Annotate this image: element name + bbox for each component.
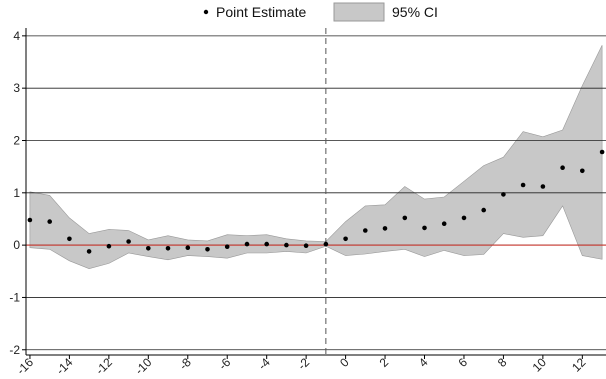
point-estimate [481,207,487,213]
legend-point-label: Point Estimate [216,4,306,20]
point-estimate [86,249,92,254]
point-estimate [422,225,427,231]
point-estimate [264,241,270,247]
point-estimate [165,246,171,251]
point-estimate [560,165,565,170]
x-tick-label--6: -6 [216,355,234,373]
x-tick-label-0: 0 [337,355,352,370]
point-estimate [343,236,348,242]
point-estimate [461,215,467,221]
y-tick-label-4: 4 [13,29,20,43]
point-estimate [224,244,230,249]
point-estimate [185,245,191,250]
point-estimate [382,226,388,231]
x-tick-label--10: -10 [132,355,154,377]
legend: Point Estimate 95% CI [203,2,438,22]
point-estimate [599,149,605,155]
point-estimate [106,243,112,249]
x-tick-label--8: -8 [176,355,194,373]
point-estimate [540,184,546,189]
point-estimate [402,215,408,221]
y-tick-label--1: -1 [9,290,20,304]
legend-ci-label: 95% CI [392,4,438,20]
y-tick-label-3: 3 [13,81,20,95]
ci-band [29,45,603,270]
point-estimate [520,182,526,188]
y-tick-label-2: 2 [13,133,20,147]
x-tick-label--14: -14 [53,355,75,377]
point-estimate [27,217,33,223]
x-tick-label-8: 8 [495,355,510,370]
point-estimate [363,228,368,233]
point-estimate [47,219,52,224]
y-tick-label-0: 0 [13,238,20,252]
point-estimate [205,247,210,252]
point-estimate [284,242,289,248]
x-tick-label-2: 2 [377,355,392,370]
x-tick-label--2: -2 [295,355,313,373]
point-estimate [303,243,309,248]
x-tick-label--12: -12 [93,355,115,377]
x-tick-label-10: 10 [530,355,550,375]
legend-ci-swatch [333,2,385,22]
y-tick-label-1: 1 [13,186,20,200]
point-estimate [441,221,447,226]
x-tick-label-12: 12 [569,355,589,375]
point-estimate [67,236,72,242]
point-estimate [126,239,131,244]
legend-point-marker [203,9,209,15]
x-tick-label--16: -16 [14,355,36,377]
point-estimate [244,241,250,247]
point-estimate [146,246,151,251]
point-estimate [323,241,329,247]
x-tick-label--4: -4 [255,355,273,373]
point-estimate [580,168,585,174]
y-tick-label--2: -2 [9,343,20,357]
x-tick-label-6: 6 [455,355,470,370]
x-tick-label-4: 4 [416,355,431,370]
point-estimate [501,192,506,197]
